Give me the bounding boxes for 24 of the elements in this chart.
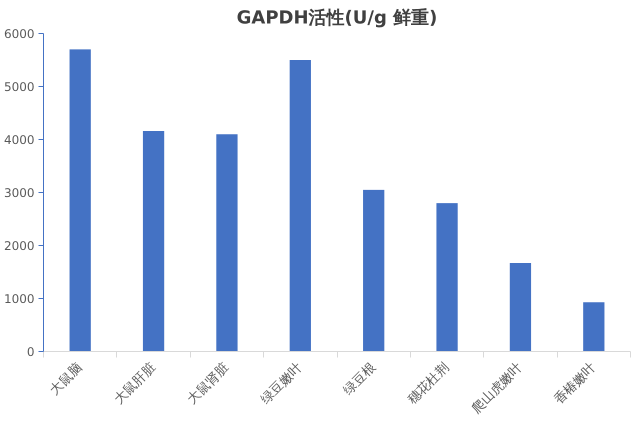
y-tick-label: 3000 bbox=[4, 186, 35, 200]
bar bbox=[290, 60, 311, 352]
bar bbox=[216, 134, 238, 352]
bar bbox=[583, 302, 604, 352]
y-tick-label: 1000 bbox=[4, 292, 35, 306]
bar bbox=[363, 190, 384, 352]
bar bbox=[70, 49, 91, 352]
x-tick-label: 香椿嫩叶 bbox=[552, 360, 600, 408]
y-tick-label: 5000 bbox=[4, 80, 35, 94]
bar bbox=[142, 131, 164, 352]
x-tick-label: 大鼠脑 bbox=[47, 360, 86, 398]
y-tick-label: 0 bbox=[26, 345, 35, 359]
bar bbox=[436, 203, 458, 352]
x-tick-label: 绿豆嫩叶 bbox=[258, 360, 306, 408]
y-tick-label: 2000 bbox=[4, 239, 35, 253]
x-tick-label: 穗花杜荆 bbox=[404, 360, 452, 408]
x-tick-label: 绿豆根 bbox=[340, 360, 379, 398]
y-tick-label: 6000 bbox=[4, 27, 35, 41]
x-tick-label: 大鼠肝脏 bbox=[111, 360, 159, 408]
chart-title: GAPDH活性(U/g 鲜重) bbox=[236, 8, 438, 28]
x-tick-label: 爬山虎嫩叶 bbox=[469, 360, 526, 417]
y-tick-label: 4000 bbox=[4, 133, 35, 147]
bar bbox=[510, 262, 532, 352]
x-tick-label: 大鼠肾脏 bbox=[184, 360, 232, 408]
